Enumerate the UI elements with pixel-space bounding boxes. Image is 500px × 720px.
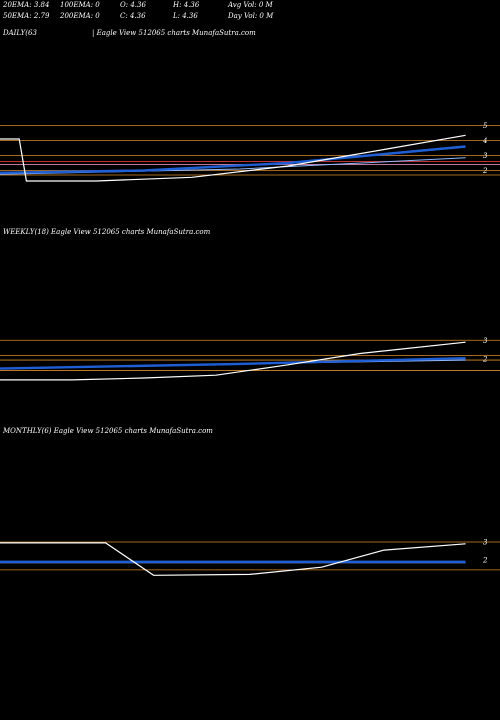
- weekly-price-line: [0, 341, 466, 381]
- weekly-panel-title: WEEKLY(18) Eagle View 512065 charts Muna…: [3, 228, 211, 236]
- daily-tick-label: 3: [483, 152, 488, 160]
- daily-price-line: [0, 134, 466, 182]
- header-avg-vol: Avg Vol: 0 M: [228, 1, 273, 9]
- header-day-vol: Day Vol: 0 M: [228, 12, 274, 20]
- header-open: O: 4.36: [120, 1, 146, 9]
- daily-tick-label: 2: [482, 167, 488, 175]
- header-100ema: 100EMA: 0: [60, 1, 100, 9]
- header-20ema: 20EMA: 3.84: [3, 1, 50, 9]
- monthly-panel-title: MONTHLY(6) Eagle View 512065 charts Muna…: [3, 427, 213, 435]
- header-low: L: 4.36: [173, 12, 198, 20]
- header-high: H: 4.36: [173, 1, 200, 9]
- weekly-tick-label: 3: [483, 337, 488, 345]
- header-200ema: 200EMA: 0: [60, 12, 100, 20]
- daily-tick-label: 5: [483, 122, 488, 130]
- monthly-price-line: [0, 542, 466, 576]
- weekly-ema-fast-line: [0, 357, 466, 370]
- monthly-tick-label: 2: [482, 557, 488, 565]
- monthly-tick-label: 3: [483, 539, 488, 547]
- header-50ema: 50EMA: 2.79: [3, 12, 50, 20]
- header-close: C: 4.36: [120, 12, 146, 20]
- weekly-tick-label: 2: [482, 356, 488, 364]
- daily-panel-title: DAILY(63: [3, 29, 37, 37]
- daily-tick-label: 4: [482, 137, 487, 145]
- daily-panel-subtitle: | Eagle View 512065 charts MunafaSutra.c…: [92, 29, 256, 37]
- daily-ema-fast-line: [0, 145, 466, 174]
